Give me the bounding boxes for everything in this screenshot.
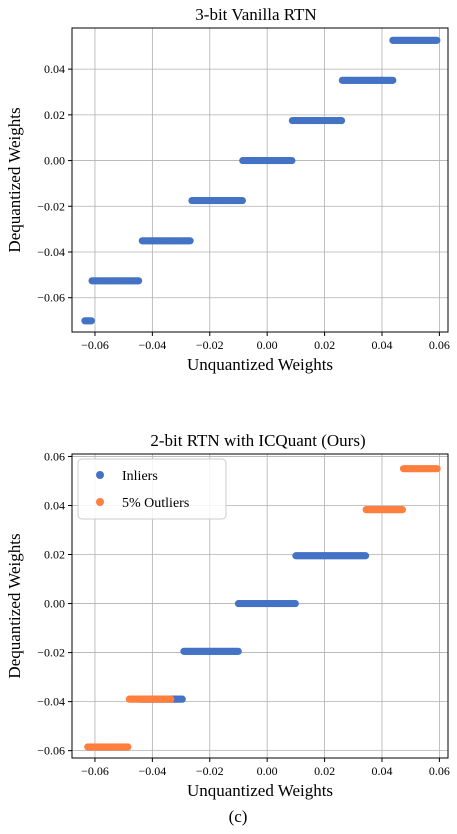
data-point — [288, 156, 296, 165]
grid-layer — [72, 28, 448, 332]
x-tick-label: 0.00 — [257, 338, 278, 352]
data-point — [433, 465, 441, 473]
data-point — [389, 76, 397, 84]
legend-box — [77, 458, 227, 520]
data-layer — [81, 36, 441, 325]
y-tick-label: −0.02 — [37, 646, 65, 660]
data-point — [124, 743, 132, 751]
y-tick-label: 0.06 — [44, 449, 65, 463]
x-tick-label: 0.02 — [314, 764, 335, 778]
y-tick-label: 0.04 — [44, 62, 65, 76]
data-point — [362, 552, 370, 560]
y-tick-label: 0.04 — [44, 498, 65, 512]
ticks-layer: −0.06 −0.04 −0.02 0.00 0.02 0.04 0.06 −0.06 −0.0… — [37, 449, 450, 778]
x-tick-label: 0.00 — [257, 764, 278, 778]
x-tick-label: 0.06 — [429, 338, 450, 352]
y-tick-label: 0.02 — [44, 548, 65, 562]
data-point — [87, 317, 95, 325]
y-tick-label: 0.00 — [44, 154, 65, 168]
chart-title: 2-bit RTN with ICQuant (Ours) — [150, 431, 365, 450]
ticks-layer: −0.06 −0.04 −0.02 0.00 0.02 0.04 0.06 −0.06 −0.0… — [37, 62, 450, 352]
x-axis-label: Unquantized Weights — [187, 781, 333, 800]
data-point — [398, 506, 406, 514]
x-tick-label: −0.02 — [196, 764, 224, 778]
x-tick-label: −0.06 — [81, 338, 109, 352]
legend-marker-outliers — [96, 498, 104, 506]
x-tick-label: −0.04 — [138, 764, 166, 778]
y-tick-label: 0.02 — [44, 108, 65, 122]
x-tick-label: −0.02 — [196, 338, 224, 352]
y-axis-label: Dequantized Weights — [5, 533, 24, 678]
y-tick-label: −0.02 — [37, 199, 65, 213]
plot-frame — [71, 453, 449, 759]
legend: Inliers 5% Outliers — [77, 458, 227, 520]
data-point — [134, 277, 143, 285]
x-tick-label: −0.04 — [138, 338, 166, 352]
x-tick-label: 0.02 — [314, 338, 335, 352]
x-tick-label: −0.06 — [81, 764, 109, 778]
data-point — [433, 36, 441, 44]
x-axis-label: Unquantized Weights — [187, 355, 333, 374]
data-point — [178, 695, 186, 703]
data-layer — [84, 465, 441, 751]
data-point — [238, 196, 246, 205]
legend-label-inliers: Inliers — [122, 469, 158, 484]
y-tick-label: −0.04 — [37, 245, 65, 259]
legend-label-outliers: 5% Outliers — [122, 496, 189, 511]
legend-marker-inliers — [96, 471, 104, 479]
x-tick-label: 0.06 — [429, 764, 450, 778]
data-point — [234, 647, 242, 655]
chart-title: 3-bit Vanilla RTN — [195, 5, 316, 24]
x-tick-label: 0.04 — [371, 764, 392, 778]
data-point — [167, 695, 175, 703]
y-tick-label: 0.00 — [44, 597, 65, 611]
x-tick-label: 0.04 — [371, 338, 392, 352]
y-tick-label: −0.06 — [37, 291, 65, 305]
chart-3bit-vanilla-rtn: 3-bit Vanilla RTN −0.06 −0.04 −0.02 0.00 0.0… — [5, 5, 450, 374]
y-tick-label: −0.06 — [37, 744, 65, 758]
figure-caption: (c) — [229, 807, 248, 826]
plot-frame — [71, 27, 449, 333]
chart-2bit-rtn-icquant: 2-bit RTN with ICQuant (Ours) −0.06 −0.04… — [5, 431, 450, 800]
data-point — [291, 599, 299, 608]
data-point — [337, 116, 346, 125]
y-tick-label: −0.04 — [37, 695, 65, 709]
y-axis-label: Dequantized Weights — [5, 107, 24, 252]
data-point — [186, 237, 194, 245]
